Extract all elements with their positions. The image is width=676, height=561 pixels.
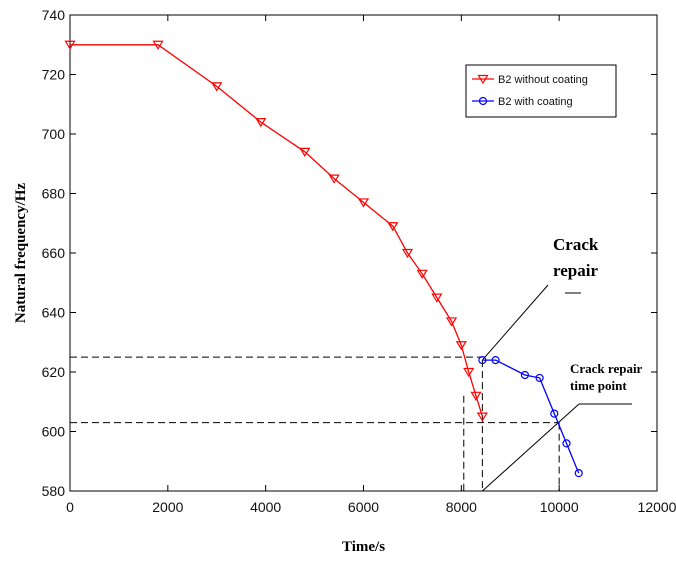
x-tick-label: 6000 — [348, 499, 379, 515]
x-tick-label: 12000 — [638, 499, 676, 515]
data-point — [387, 222, 399, 232]
y-axis-title: Natural frequency/Hz — [13, 183, 29, 323]
data-point — [299, 147, 311, 158]
annotation-leader-time-point — [482, 403, 580, 492]
data-point — [401, 248, 414, 259]
x-axis-title: Time/s — [342, 539, 385, 555]
series-line-1 — [482, 359, 580, 474]
data-point — [470, 391, 482, 401]
y-tick-label: 580 — [42, 483, 66, 499]
annotation-time-point-line-2: time point — [570, 378, 627, 393]
x-tick-label: 0 — [66, 499, 74, 515]
legend-label-without-coating: B2 without coating — [498, 74, 588, 86]
annotation-leader-crack-repair — [481, 284, 549, 361]
y-tick-label: 660 — [42, 245, 66, 261]
data-point — [476, 412, 488, 422]
data-point — [416, 269, 428, 279]
reference-lines — [70, 356, 560, 491]
legend-marker-without-coating — [477, 74, 489, 85]
data-point — [328, 174, 340, 184]
y-tick-label: 680 — [42, 186, 66, 202]
legend-label-with-coating: B2 with coating — [498, 96, 573, 108]
x-tick-label: 4000 — [250, 499, 281, 515]
legend-box — [465, 64, 617, 118]
annotation-crack-repair-time-point: Crack repair time point — [570, 361, 645, 393]
y-tick-label: 720 — [42, 67, 66, 83]
data-point — [574, 469, 583, 478]
y-tick-label: 640 — [42, 305, 66, 321]
data-point — [255, 118, 267, 128]
annotation-crack-repair-line-2: repair — [553, 261, 598, 280]
annotation-time-point-line-1: Crack repair — [570, 361, 643, 376]
annotation-leaders — [481, 284, 632, 492]
y-axis: 580 600 620 640 660 680 700 720 740 — [42, 7, 657, 499]
data-point — [520, 370, 530, 380]
y-tick-label: 700 — [42, 126, 66, 142]
legend-marker-with-coating — [478, 96, 488, 106]
data-point — [463, 367, 475, 378]
data-point — [491, 356, 500, 365]
x-tick-label: 10000 — [540, 499, 579, 515]
x-tick-label: 2000 — [152, 499, 183, 515]
data-point — [445, 317, 458, 327]
data-point — [535, 373, 544, 383]
legend: B2 without coating B2 with coating — [465, 64, 617, 118]
x-tick-label: 8000 — [446, 499, 477, 515]
data-point — [64, 40, 76, 50]
data-point — [550, 409, 559, 418]
y-tick-label: 620 — [42, 364, 66, 380]
annotation-crack-repair: Crack repair — [553, 235, 603, 280]
series-line-0 — [70, 44, 484, 417]
data-point — [431, 293, 443, 303]
x-axis: 0 2000 4000 6000 8000 10000 12000 — [66, 15, 676, 515]
series-layer — [64, 40, 583, 478]
data-point — [478, 356, 487, 365]
annotation-crack-repair-line-1: Crack — [553, 235, 599, 254]
data-point — [211, 82, 223, 92]
data-point — [455, 341, 467, 351]
y-tick-label: 600 — [42, 424, 66, 440]
y-tick-label: 740 — [42, 7, 66, 23]
data-point — [152, 40, 164, 50]
data-point — [357, 198, 370, 208]
data-point — [562, 439, 571, 448]
